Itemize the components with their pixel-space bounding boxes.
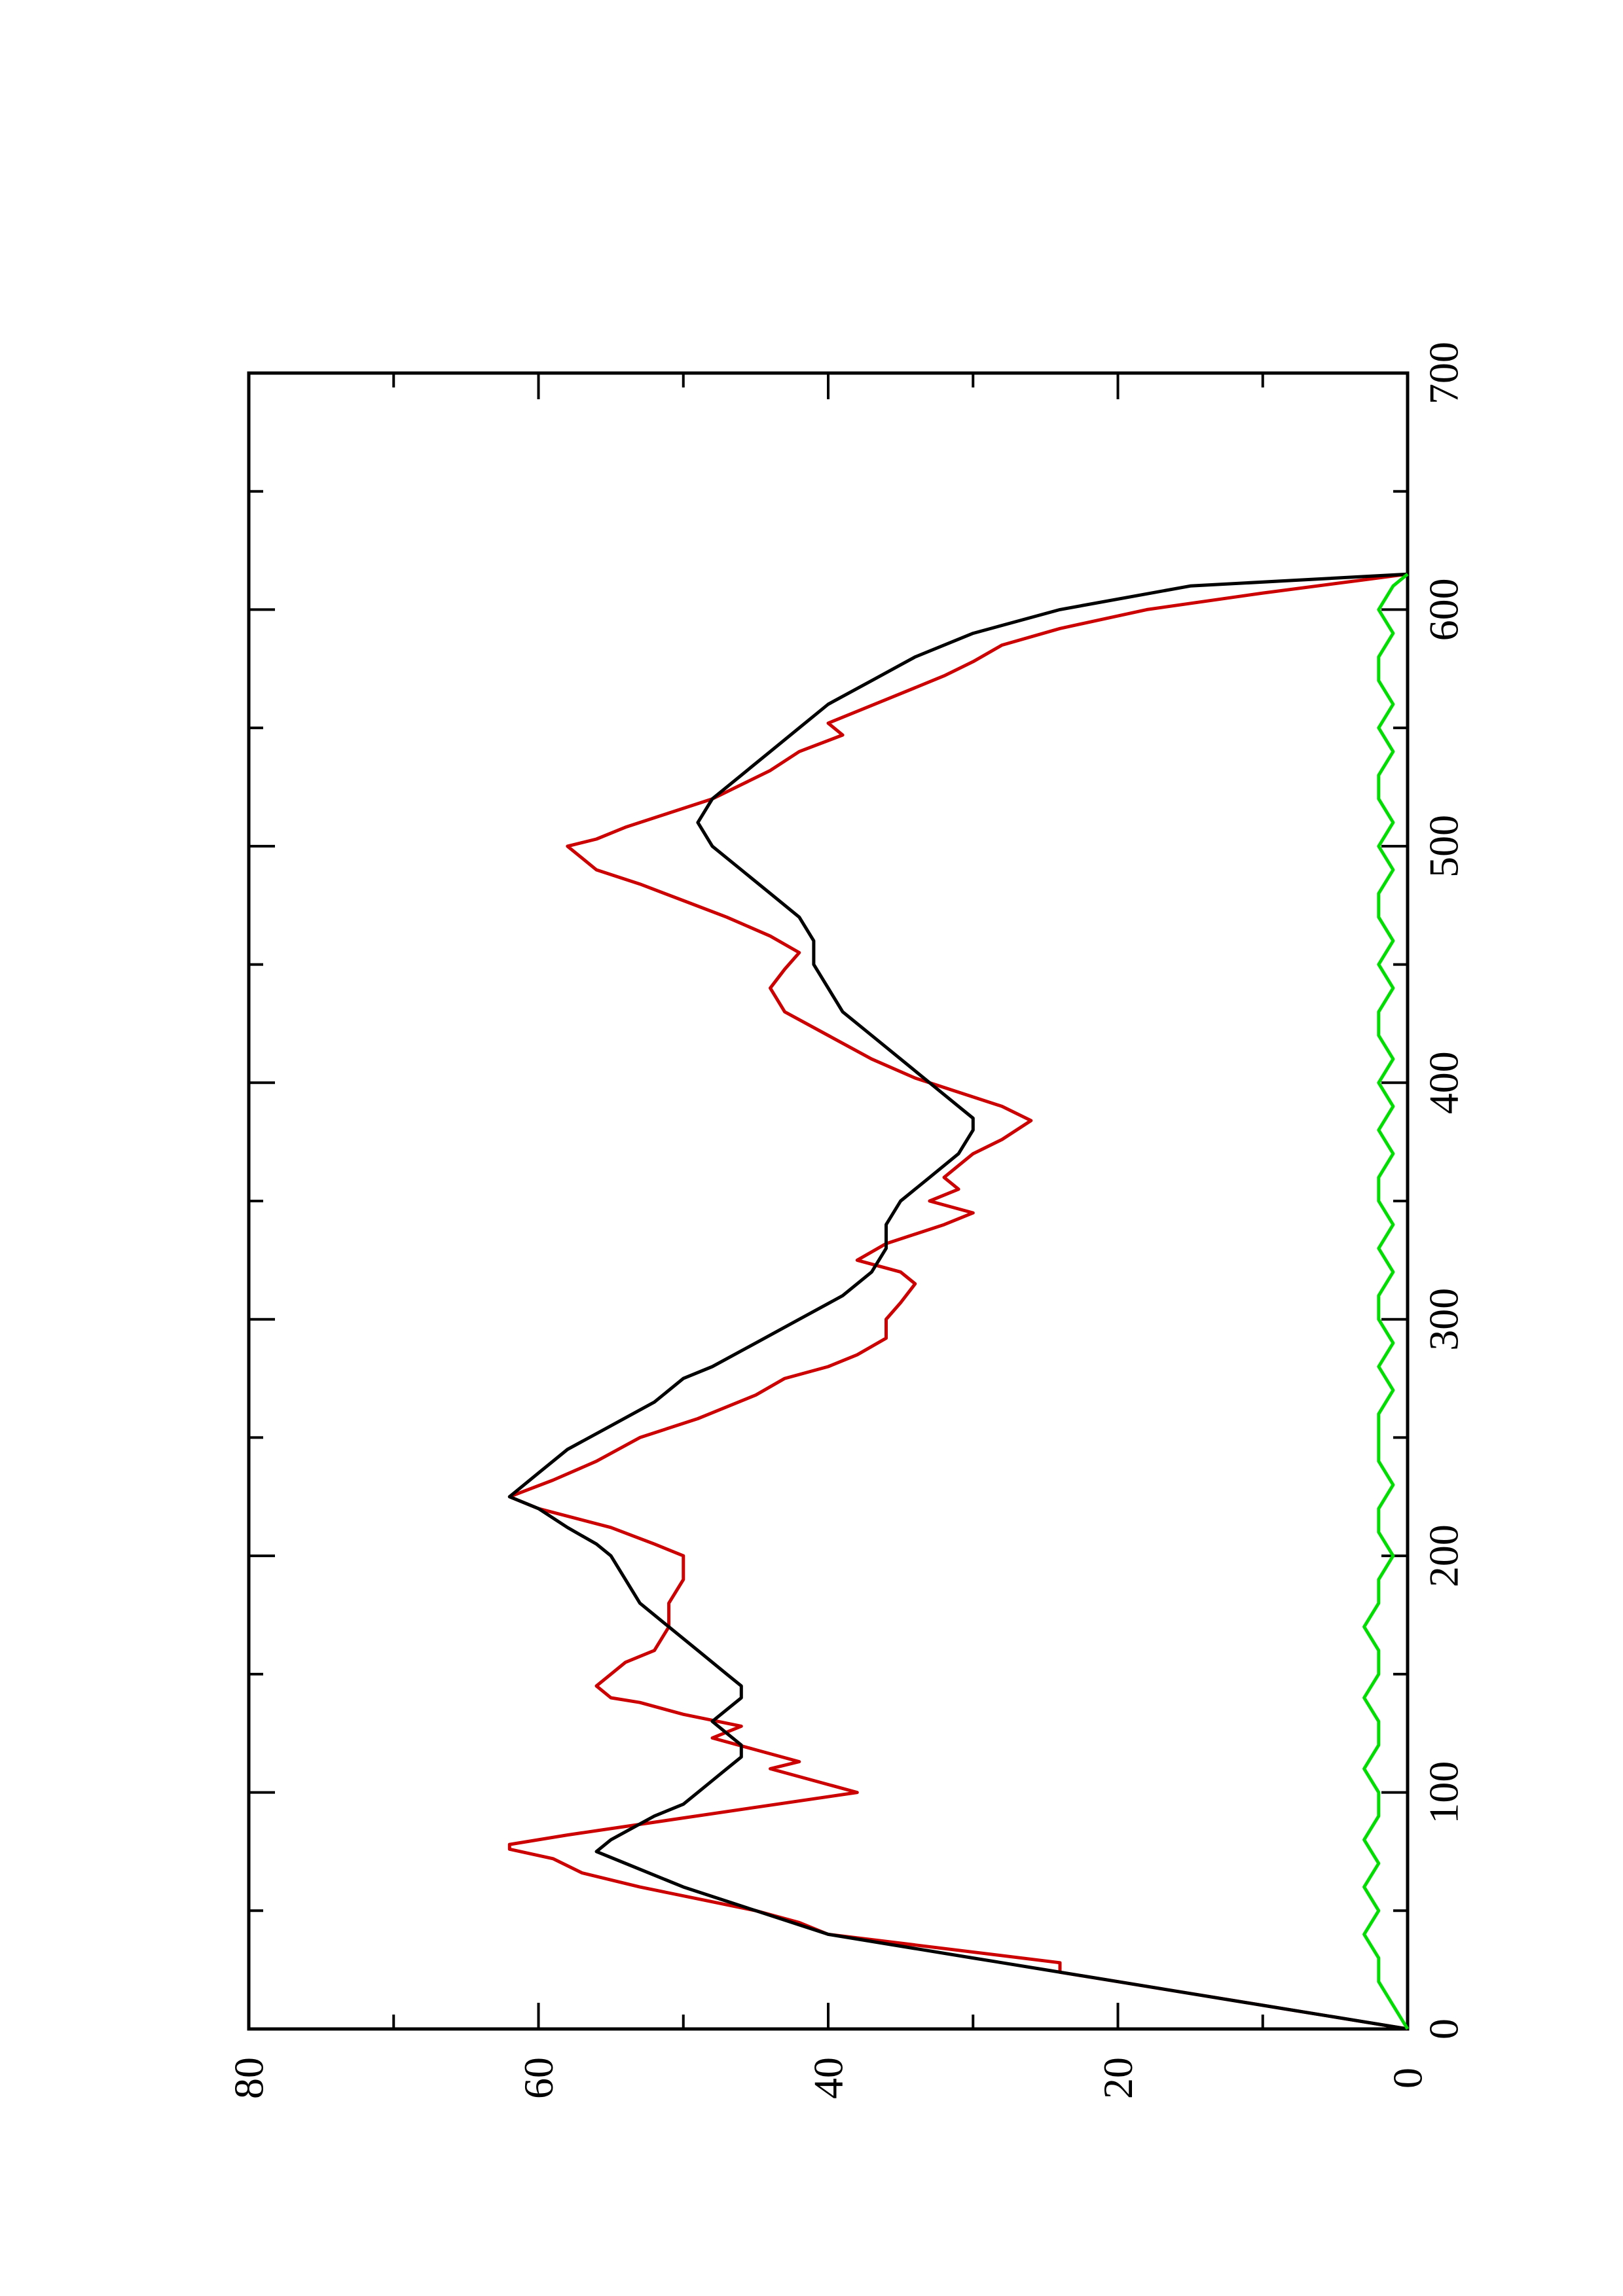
series-group xyxy=(507,572,1410,2031)
x-axis-ticks: 0 100 200 300 400 500 600 700 xyxy=(249,342,1467,2039)
x-tick-label: 500 xyxy=(1421,815,1467,878)
series-line-3 xyxy=(1362,573,1410,2030)
y-tick-label: 60 xyxy=(515,2057,562,2099)
y-tick-label: 40 xyxy=(805,2057,852,2099)
y-tick-label: 0 xyxy=(1385,2068,1431,2089)
x-tick-label: 700 xyxy=(1421,342,1467,404)
series-line-1 xyxy=(507,572,1408,2031)
plot-frame xyxy=(247,371,1410,2031)
x-tick-label: 400 xyxy=(1421,1051,1467,1114)
x-tick-label: 0 xyxy=(1421,2018,1467,2039)
x-tick-label: 300 xyxy=(1421,1288,1467,1351)
x-tick-label: 600 xyxy=(1421,578,1467,641)
y-tick-label: 80 xyxy=(226,2057,272,2099)
y-axis-ticks: 0 20 40 60 80 xyxy=(226,373,1431,2099)
x-tick-label: 200 xyxy=(1421,1524,1467,1587)
y-tick-label: 20 xyxy=(1095,2057,1141,2099)
x-tick-label: 100 xyxy=(1421,1761,1467,1824)
series-line-2 xyxy=(507,572,1408,2031)
